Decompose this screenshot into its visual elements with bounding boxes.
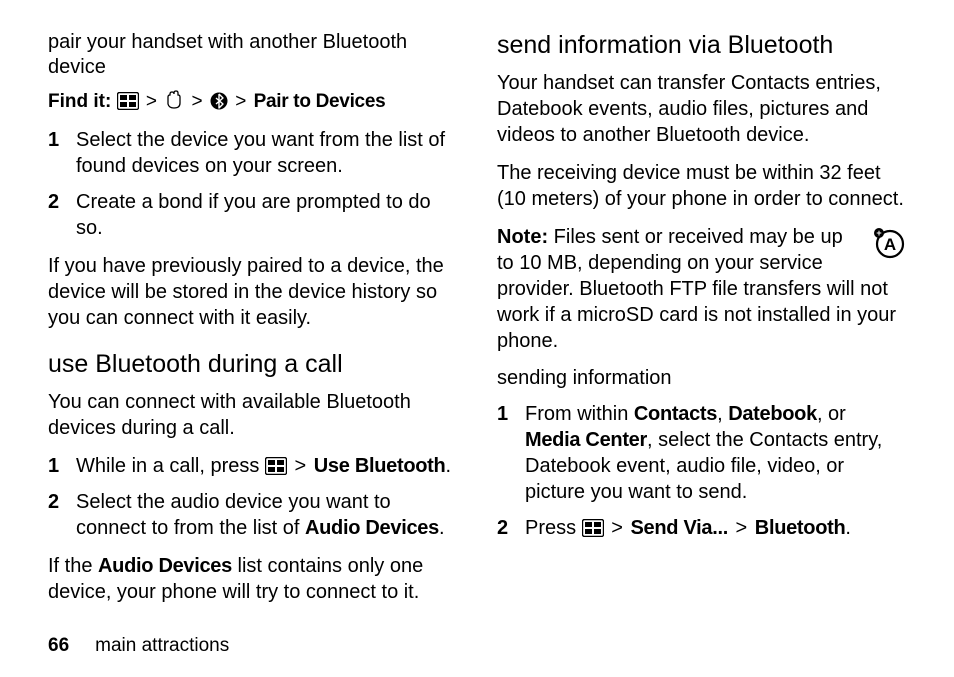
ui-term: Audio Devices — [305, 517, 439, 539]
menu-path: Bluetooth — [755, 517, 846, 539]
section-title-pair: pair your handset with another Bluetooth… — [48, 30, 457, 80]
list-item: 2 Select the audio device you want to co… — [48, 489, 457, 541]
period: . — [439, 517, 445, 539]
list-number: 2 — [497, 515, 511, 541]
find-it-label: Find it: — [48, 91, 111, 112]
note-text: Files sent or received may be up to 10 M… — [497, 226, 896, 352]
separator: > — [233, 90, 248, 115]
menu-icon — [265, 457, 287, 475]
left-column: pair your handset with another Bluetooth… — [48, 30, 457, 620]
note-label: Note: — [497, 226, 548, 248]
list-text: Press > Send Via... > Bluetooth. — [525, 515, 906, 541]
ui-term: Media Center — [525, 429, 647, 451]
ordered-list-call: 1 While in a call, press > Use Bluetooth… — [48, 453, 457, 541]
list-number: 1 — [497, 401, 511, 505]
list-number: 2 — [48, 489, 62, 541]
hand-icon — [164, 90, 184, 110]
list-number: 2 — [48, 189, 62, 241]
text-fragment: If the — [48, 555, 98, 577]
ui-term: Audio Devices — [98, 555, 232, 577]
list-item: 1 While in a call, press > Use Bluetooth… — [48, 453, 457, 479]
separator: > — [293, 453, 309, 479]
paragraph: If you have previously paired to a devic… — [48, 253, 457, 331]
list-text: Select the device you want from the list… — [76, 127, 457, 179]
list-item: 2 Create a bond if you are prompted to d… — [48, 189, 457, 241]
ui-term: Contacts — [634, 403, 717, 425]
find-it-path-tail: Pair to Devices — [254, 91, 386, 112]
list-number: 1 — [48, 127, 62, 179]
ui-term: Datebook — [728, 403, 817, 425]
chapter-name: main attractions — [95, 635, 229, 656]
ordered-list-sending: 1 From within Contacts, Datebook, or Med… — [497, 401, 906, 541]
heading-use-bluetooth: use Bluetooth during a call — [48, 349, 457, 379]
list-text: From within Contacts, Datebook, or Media… — [525, 401, 906, 505]
menu-icon — [117, 92, 139, 110]
list-item: 1 Select the device you want from the li… — [48, 127, 457, 179]
paragraph: If the Audio Devices list contains only … — [48, 553, 457, 605]
separator: > — [190, 90, 205, 115]
text-fragment: While in a call, press — [76, 455, 265, 477]
paragraph: The receiving device must be within 32 f… — [497, 160, 906, 212]
carrier-icon: A+ — [872, 226, 906, 267]
section-title-sending: sending information — [497, 366, 906, 391]
page-number: 66 — [48, 635, 69, 656]
list-text: While in a call, press > Use Bluetooth. — [76, 453, 457, 479]
paragraph: Your handset can transfer Contacts entri… — [497, 70, 906, 148]
separator: > — [144, 90, 159, 115]
paragraph: You can connect with available Bluetooth… — [48, 389, 457, 441]
separator: > — [734, 515, 750, 541]
separator: > — [609, 515, 625, 541]
period: . — [445, 455, 451, 477]
list-item: 1 From within Contacts, Datebook, or Med… — [497, 401, 906, 505]
list-number: 1 — [48, 453, 62, 479]
svg-text:+: + — [876, 228, 881, 238]
text-fragment: Press — [525, 517, 582, 539]
text-fragment: , — [717, 403, 728, 425]
ordered-list-pair: 1 Select the device you want from the li… — [48, 127, 457, 241]
menu-path: Send Via... — [631, 517, 728, 539]
page-footer: 66 main attractions — [48, 635, 229, 657]
two-column-layout: pair your handset with another Bluetooth… — [48, 30, 906, 620]
text-fragment: From within — [525, 403, 634, 425]
menu-path: Use Bluetooth — [314, 455, 446, 477]
svg-text:A: A — [884, 235, 896, 254]
text-fragment: , or — [817, 403, 846, 425]
heading-send-info: send information via Bluetooth — [497, 30, 906, 60]
note-paragraph: A+ Note: Files sent or received may be u… — [497, 224, 906, 354]
right-column: send information via Bluetooth Your hand… — [497, 30, 906, 620]
find-it-line: Find it: > > > Pair to Devices — [48, 90, 457, 115]
list-text: Create a bond if you are prompted to do … — [76, 189, 457, 241]
menu-icon — [582, 519, 604, 537]
period: . — [845, 517, 851, 539]
bluetooth-icon — [210, 92, 228, 110]
list-text: Select the audio device you want to conn… — [76, 489, 457, 541]
list-item: 2 Press > Send Via... > Bluetooth. — [497, 515, 906, 541]
